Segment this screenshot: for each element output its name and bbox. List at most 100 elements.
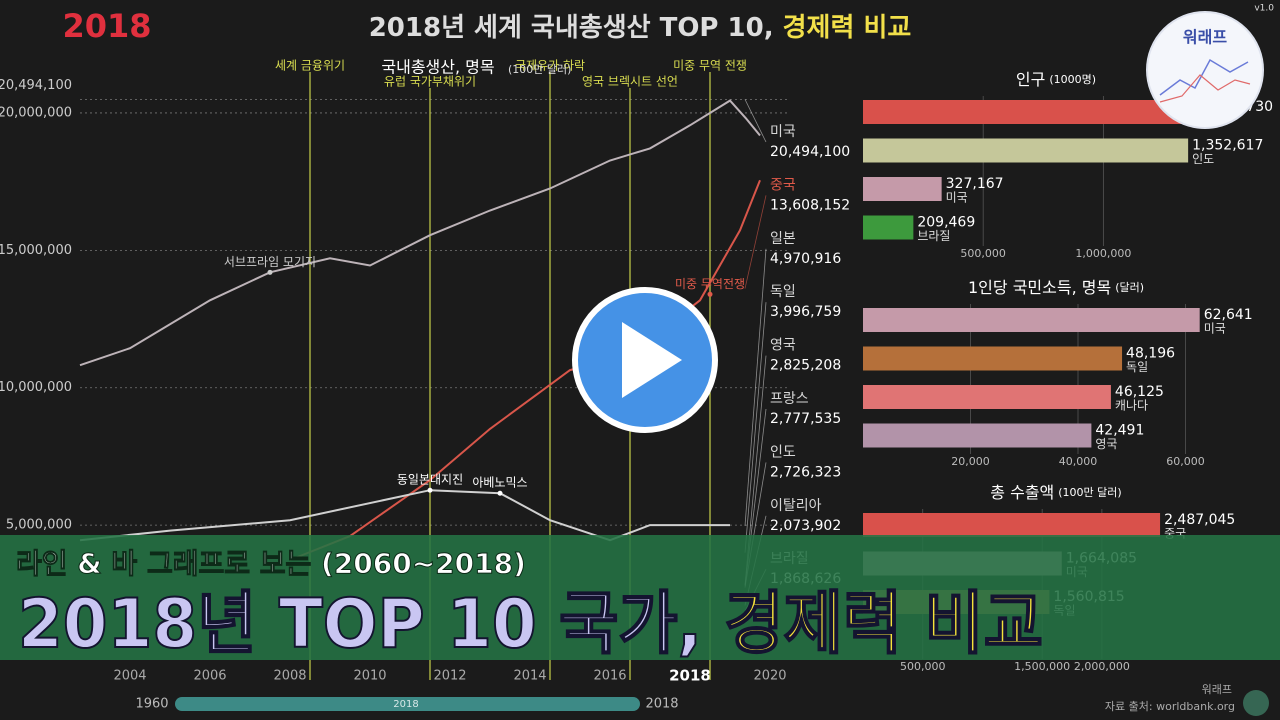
series-line: [79, 99, 761, 367]
logo-graphic: [1159, 58, 1249, 96]
bar: [863, 346, 1123, 371]
bar-value: 42,491: [1095, 423, 1144, 439]
bar: [863, 308, 1200, 332]
bar: [863, 385, 1111, 409]
x-tick-label: 2020: [753, 669, 786, 684]
ranking-connector: [744, 302, 767, 553]
title: 2018년 세계 국내총생산 TOP 10, 경제력 비교: [369, 13, 912, 43]
event-label: 미중 무역 전쟁: [673, 59, 747, 73]
bar: [863, 177, 942, 201]
footer-icon: [1243, 690, 1269, 716]
panel-title-text: 1인당 국민소득, 명목: [968, 278, 1111, 297]
ranking-connector: [744, 195, 767, 289]
banner: 라인 & 바 그래프로 보는 (2060~2018) 2018년 TOP 10 …: [0, 535, 1280, 665]
chart-unit: (100만 달러): [508, 63, 571, 76]
bar-panel: 인구(1000명)500,0001,000,0001,392,730중국1,35…: [863, 70, 1273, 260]
x-tick-label: 40,000: [1059, 455, 1098, 468]
banner-title: 2018년 TOP 10 국가, 경제력 비교: [18, 585, 1043, 664]
ranking-connector: [744, 248, 767, 526]
timeline-current: 2018: [393, 699, 418, 710]
panel-unit: (1000명): [1049, 73, 1096, 86]
bar-value: 327,167: [946, 176, 1004, 192]
x-tick-label: 500,000: [900, 660, 946, 673]
bar-value: 209,469: [917, 215, 975, 231]
ranking-name: 인도: [770, 444, 796, 460]
x-tick-label: 2004: [113, 669, 146, 684]
logo: 워래프: [1146, 11, 1264, 129]
panel-title-text: 인구: [1016, 70, 1045, 89]
footer-logo: 워래프: [1202, 683, 1232, 696]
play-icon[interactable]: [622, 322, 682, 398]
ranking-value: 13,608,152: [770, 197, 850, 213]
annotation-label: 동일본대지진: [397, 473, 463, 487]
bar-value: 46,125: [1115, 384, 1164, 400]
bar-category: 미국: [946, 191, 968, 205]
bar-category: 브라질: [917, 229, 950, 243]
annotation-dot: [267, 269, 273, 275]
banner-subtitle: 라인 & 바 그래프로 보는 (2060~2018): [16, 547, 526, 580]
x-tick-label: 500,000: [960, 247, 1006, 260]
bar-value: 2,487,045: [1164, 512, 1235, 528]
series-line: [289, 179, 761, 561]
source: 자료 출처: worldbank.org: [1105, 700, 1235, 713]
panel-unit: (달러): [1115, 281, 1144, 294]
ranking-connector: [744, 99, 767, 143]
y-tick-label: 20,000,000: [0, 105, 72, 120]
x-tick-label: 2018: [669, 667, 711, 685]
annotation-label: 아베노믹스: [472, 476, 527, 490]
panel-title-text: 총 수출액: [990, 483, 1054, 502]
bar: [863, 138, 1189, 163]
bar: [863, 513, 1161, 537]
logo-text: 워래프: [1183, 28, 1227, 47]
bar-panel: 1인당 국민소득, 명목 (달러) 20,000 40,000 60,000 62,641…: [863, 278, 1253, 468]
timeline: 1960 2018 2018: [135, 697, 678, 712]
x-tick-label: 2014: [513, 669, 546, 684]
x-tick-label: 2006: [193, 669, 226, 684]
y-tick-label: 20,494,100: [0, 78, 72, 93]
bar-category: 영국: [1095, 437, 1117, 451]
x-tick-label: 20,000: [951, 455, 990, 468]
play-button[interactable]: [572, 287, 718, 433]
bar-value: 62,641: [1204, 307, 1253, 323]
annotation-dot: [427, 487, 433, 493]
x-tick-label: 2016: [593, 669, 626, 684]
x-tick-label: 1,000,000: [1075, 247, 1131, 260]
bar: [863, 423, 1092, 448]
x-tick-label: 60,000: [1166, 455, 1205, 468]
annotation-label: 서브프라임 모기지: [224, 255, 316, 269]
title-text: 2018년 세계 국내총생산 TOP 10,: [369, 13, 783, 43]
title-highlight: 경제력 비교: [783, 13, 912, 43]
ranking-value: 2,825,208: [770, 358, 841, 374]
bar-value: 1,352,617: [1192, 138, 1263, 154]
ranking-value: 4,970,916: [770, 251, 841, 267]
y-tick-label: 5,000,000: [6, 518, 72, 533]
event-label: 유럽 국가부채위기: [384, 75, 476, 89]
banner-title-highlight: 경제력 비교: [724, 585, 1043, 664]
bar: [863, 215, 914, 240]
event-label: 국제유가 하락: [515, 59, 585, 73]
chart-title: 국내총생산, 명목: [381, 58, 494, 77]
year: 2018: [62, 7, 151, 45]
ranking-name: 이탈리아: [770, 498, 822, 514]
ranking-name: 미국: [770, 124, 796, 140]
ranking-name: 일본: [770, 231, 796, 247]
event-label: 세계 금융위기: [275, 59, 345, 73]
y-tick-label: 15,000,000: [0, 243, 72, 258]
annotation-dot: [707, 291, 713, 297]
timeline-track[interactable]: [175, 697, 640, 711]
timeline-end: 2018: [645, 697, 678, 712]
bar-category: 미국: [1204, 322, 1226, 336]
bar-value: 48,196: [1126, 346, 1175, 362]
banner-band: [0, 535, 1280, 660]
event-label: 영국 브렉시트 선언: [582, 75, 678, 89]
ranking-name: 중국: [770, 177, 796, 193]
bar: [863, 100, 1198, 124]
panel-title: 인구 (1000명): [1016, 70, 1096, 89]
annotation-label: 미중 무역전쟁: [675, 277, 745, 291]
y-tick-label: 10,000,000: [0, 380, 72, 395]
x-tick-label: 2012: [433, 669, 466, 684]
ranking-value: 2,777,535: [770, 411, 841, 427]
ranking-value: 20,494,100: [770, 144, 850, 160]
x-tick-label: 1,500,000: [1014, 660, 1070, 673]
